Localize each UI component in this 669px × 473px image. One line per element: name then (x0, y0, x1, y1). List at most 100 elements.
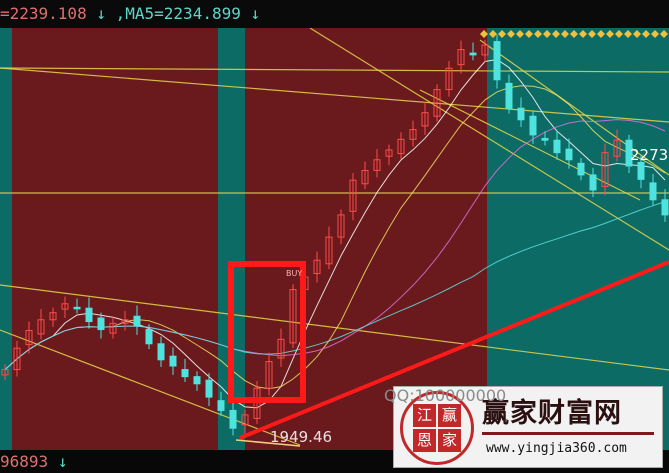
candle-body (1, 369, 9, 376)
candle-body (613, 139, 621, 157)
diamond-marker (525, 30, 533, 38)
candle-body (205, 379, 213, 398)
diamond-marker (642, 30, 650, 38)
candle-body (361, 169, 369, 185)
ma-value: =2239.108 (0, 4, 87, 23)
candle-body (601, 152, 609, 187)
candle-body (397, 138, 405, 155)
candle-body (433, 89, 441, 117)
down-arrow-icon: ↓ (250, 4, 261, 23)
diamond-marker (543, 30, 551, 38)
candle-body (61, 303, 69, 310)
background-teal-band (0, 28, 12, 450)
candle-body (157, 343, 165, 361)
candle-body (337, 214, 345, 238)
seal-char: 江 (413, 404, 436, 427)
diamond-marker (588, 30, 596, 38)
down-arrow-icon: ↓ (96, 4, 106, 23)
diamond-marker (615, 30, 623, 38)
candle-body (73, 306, 81, 310)
candle-body (589, 174, 597, 191)
trend-line (235, 439, 301, 447)
candle-body (289, 289, 297, 344)
low-price-label: 1949.46 (270, 428, 332, 446)
ma-header: =2239.108 ↓ ,MA5=2234.899 ↓ (0, 0, 669, 28)
candle-body (253, 387, 261, 419)
candle-body (241, 414, 249, 426)
candle-body (13, 347, 21, 371)
buy-signal-label: BUY (286, 269, 302, 278)
candle-body (385, 149, 393, 157)
candle-body (457, 49, 465, 66)
candle-body (625, 139, 633, 167)
candle-body (169, 355, 177, 367)
candle-body (229, 409, 237, 429)
ma5-value: ,MA5=2234.899 (115, 4, 241, 23)
candle-body (37, 319, 45, 335)
trend-line (0, 67, 669, 123)
down-arrow-icon: ↓ (57, 452, 68, 471)
trend-line (309, 27, 669, 251)
candle-body (217, 400, 225, 411)
diamond-marker (660, 30, 668, 38)
candle-body (181, 369, 189, 378)
seal-char: 赢 (438, 404, 461, 427)
divider (482, 432, 654, 435)
diamond-marker (480, 30, 488, 38)
diamond-marker (597, 30, 605, 38)
candle-body (637, 161, 645, 180)
candle-body (565, 148, 573, 161)
seal-char: 恩 (413, 429, 436, 452)
candle-body (577, 162, 585, 176)
support-line (239, 260, 669, 440)
candle-body (349, 179, 357, 212)
candle-body (505, 82, 513, 109)
candle-body (25, 329, 33, 346)
candle-body (49, 312, 57, 321)
candle-body (541, 137, 549, 141)
diamond-marker (624, 30, 632, 38)
ma-line-ma10 (4, 85, 666, 390)
diamond-marker (570, 30, 578, 38)
candle-body (649, 182, 657, 201)
trend-line (479, 39, 669, 176)
diamond-marker (516, 30, 524, 38)
footer-value: 96893 (0, 452, 49, 471)
candle-body (121, 319, 129, 324)
candle-body (493, 41, 501, 81)
ma-line-ma5 (4, 58, 666, 409)
candle-body (421, 112, 429, 127)
diamond-marker (507, 30, 515, 38)
candle-body (133, 315, 141, 327)
candle-body (145, 329, 153, 345)
brand-name: 赢家财富网 (482, 398, 622, 429)
candle-body (445, 67, 453, 91)
candle-body (409, 129, 417, 140)
candle-body (529, 115, 537, 136)
trend-line (0, 329, 301, 446)
diamond-marker (534, 30, 542, 38)
candle-body (481, 44, 489, 56)
candle-body (553, 139, 561, 154)
qq-watermark: QQ:100000000 (384, 386, 507, 405)
seal-logo: 江 赢 恩 家 (400, 391, 474, 465)
diamond-marker (651, 30, 659, 38)
ma-line-ma60 (4, 201, 666, 370)
candle-body (109, 322, 117, 334)
candle-body (97, 317, 105, 331)
diamond-marker (489, 30, 497, 38)
candle-body (469, 52, 477, 56)
highlight-box (228, 261, 306, 403)
candle-body (193, 376, 201, 385)
candle-body (277, 338, 285, 359)
candle-body (85, 307, 93, 323)
diamond-marker (579, 30, 587, 38)
candle-body (661, 199, 669, 216)
diamond-marker (606, 30, 614, 38)
candle-body (265, 361, 273, 389)
trend-line (419, 89, 641, 201)
diamond-marker (561, 30, 569, 38)
diamond-marker (498, 30, 506, 38)
